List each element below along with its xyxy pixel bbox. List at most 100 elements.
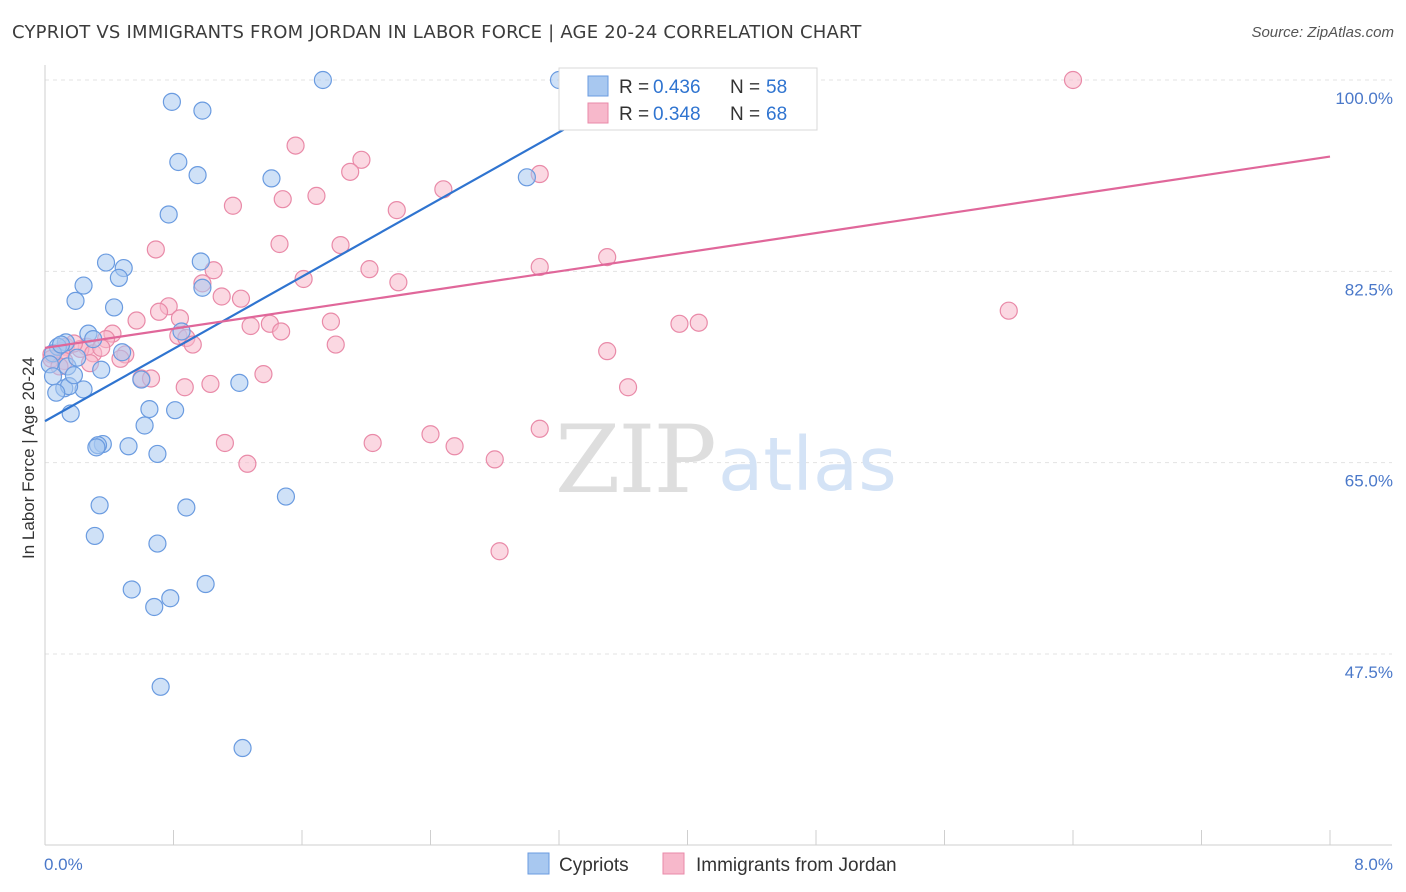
jordan-point [598,248,617,267]
jordan-point [307,186,326,205]
jordan-point [485,450,504,469]
jordan-point [598,342,617,361]
watermark-atlas: atlas [718,422,897,508]
bottom-legend-swatch-cypriots [527,852,550,875]
jordan-point [146,240,165,259]
cypriot-point [87,438,106,457]
legend-r-label-jordan: R = [619,104,649,125]
jordan-point [127,311,146,330]
legend-r-label-cypriots: R = [619,77,649,98]
cypriot-point [177,498,196,517]
cypriot-point [193,101,212,120]
cypriot-point [233,738,252,758]
cypriot-point [193,278,212,297]
jordan-point [363,433,382,453]
jordan-point [389,273,408,292]
gridlines [45,79,1392,655]
jordan-point [445,437,464,456]
x-tick-labels: 0.0% 8.0% [44,855,1393,874]
legend-r-value-jordan: 0.348 [653,104,701,125]
jordan-point [387,201,406,220]
x-tick-label: 8.0% [1354,855,1393,874]
jordan-point [254,365,273,384]
cypriot-point [145,597,164,617]
y-axis-title: In Labor Force | Age 20-24 [19,357,38,559]
axes [44,65,1392,846]
cypriot-point [109,268,128,287]
legend-n-label-jordan: N = [730,104,760,125]
cypriot-point [166,401,185,420]
cypriot-point [148,534,167,553]
bottom-legend-swatch-jordan [662,852,685,875]
cypriot-point [96,253,116,272]
bottom-legend-label-cypriots: Cypriots [559,855,629,876]
jordan-point [294,269,313,289]
jordan-point [241,316,260,336]
cypriot-point [68,348,87,367]
trend-line-jordan [44,155,1331,349]
cypriot-point [47,383,66,402]
series-legend: Cypriots Immigrants from Jordan [527,852,897,876]
y-tick-label: 65.0% [1345,472,1393,491]
jordan-point [175,378,194,397]
cypriot-point [66,291,85,310]
cypriot-point [85,526,104,546]
legend-r-value-cypriots: 0.436 [653,77,701,98]
y-tick-labels: 47.5% 65.0% 82.5% 100.0% [1335,89,1393,682]
jordan-point [618,378,638,397]
jordan-point [1063,70,1083,90]
jordan-point [204,261,223,280]
jordan-point [286,136,305,155]
cypriot-point [74,276,93,295]
legend-n-value-cypriots: 58 [766,77,787,98]
cypriot-point [230,373,249,392]
jordan-point [670,314,689,333]
jordan-point [341,162,360,181]
cypriot-point [517,168,536,187]
cypriot-point [159,205,178,224]
watermark-zip: ZIP [555,406,715,515]
jordan-point [149,302,169,321]
cypriot-point [64,366,84,385]
cypriot-point [122,580,141,599]
jordan-point [270,234,289,254]
cypriot-point [119,437,138,456]
cypriot-point [132,370,151,389]
bottom-legend-label-jordan: Immigrants from Jordan [696,855,897,876]
jordan-point [331,235,350,255]
cypriot-point [191,252,210,271]
jordan-point [231,289,251,308]
jordan-point [215,433,234,453]
watermark: ZIP atlas [555,406,897,515]
jordan-point [238,454,257,473]
jordan-point [326,335,345,354]
jordan-point [530,257,549,277]
legend-n-label-cypriots: N = [730,77,760,98]
cypriot-point [188,166,207,185]
jordan-point [273,190,292,209]
jordan-point [352,150,371,169]
jordan-point [530,419,549,438]
cypriot-point [262,169,281,188]
jordan-point [223,196,243,215]
jordan-point [999,301,1018,320]
jordan-point [490,542,509,561]
cypriot-point [172,322,191,341]
jordan-point [434,180,453,199]
cypriot-point [276,487,296,506]
cypriot-point [162,92,181,111]
y-tick-label: 82.5% [1345,280,1393,299]
cypriot-point [151,677,170,696]
cypriot-point [148,444,167,464]
x-tick-label: 0.0% [44,855,83,874]
jordan-point [212,287,231,306]
jordan-point [201,374,220,394]
cypriot-point [313,70,332,90]
cypriot-point [161,589,180,608]
legend-n-value-jordan: 68 [766,104,787,125]
jordan-point [689,313,708,332]
legend-swatch-jordan [587,102,609,124]
chart-title: CYPRIOT VS IMMIGRANTS FROM JORDAN IN LAB… [12,22,862,43]
jordan-point [321,312,341,331]
